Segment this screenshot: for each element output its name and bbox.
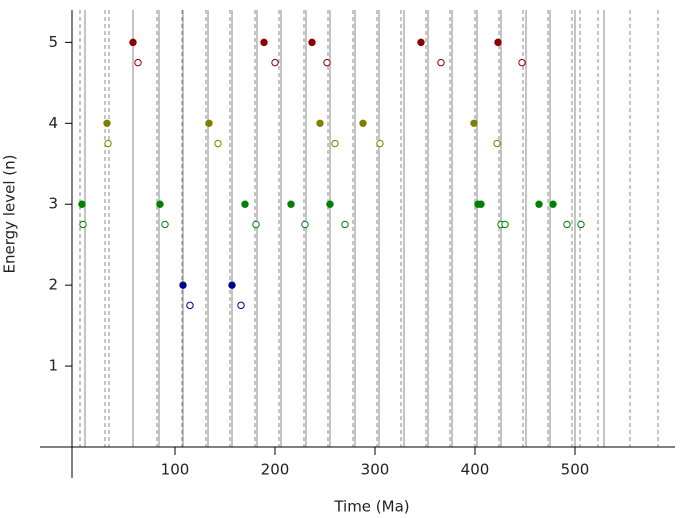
- point-filled: [470, 119, 478, 127]
- point-filled: [129, 38, 137, 47]
- point-open: [323, 58, 331, 67]
- y-tick-label: 2: [48, 276, 58, 294]
- point-open: [104, 139, 112, 148]
- y-tick-label: 1: [48, 357, 58, 375]
- x-tick-label: 100: [161, 461, 190, 479]
- point-open: [501, 220, 509, 229]
- point-open: [252, 220, 260, 229]
- point-open: [563, 220, 571, 229]
- point-filled: [78, 200, 86, 208]
- point-filled: [156, 200, 164, 208]
- point-open: [518, 58, 526, 67]
- point-open: [237, 301, 245, 310]
- y-tick-label: 3: [48, 195, 58, 213]
- point-filled: [308, 38, 316, 47]
- point-open: [79, 220, 87, 229]
- point-filled: [228, 281, 236, 289]
- point-open: [493, 139, 501, 148]
- point-open: [271, 58, 279, 67]
- point-filled: [205, 119, 213, 127]
- point-filled: [287, 200, 295, 208]
- point-filled: [260, 38, 268, 47]
- point-filled: [326, 200, 334, 208]
- point-open: [301, 220, 309, 229]
- y-tick-label: 5: [48, 33, 58, 51]
- point-filled: [494, 38, 502, 47]
- x-tick-label: 200: [261, 461, 290, 479]
- point-filled: [535, 200, 543, 208]
- point-open: [437, 58, 445, 67]
- y-axis-title: Energy level (n): [1, 155, 19, 274]
- point-filled: [549, 200, 557, 208]
- point-filled: [241, 200, 249, 208]
- point-filled: [316, 119, 324, 127]
- point-filled: [103, 119, 111, 127]
- x-tick-label: 500: [561, 461, 590, 479]
- point-open: [331, 139, 339, 148]
- point-filled: [477, 200, 485, 208]
- x-axis-title: Time (Ma): [333, 498, 409, 516]
- x-tick-label: 400: [461, 461, 490, 479]
- point-open: [161, 220, 169, 229]
- y-tick-label: 4: [48, 114, 58, 132]
- point-open: [577, 220, 585, 229]
- point-filled: [417, 38, 425, 47]
- point-open: [134, 58, 142, 67]
- point-open: [376, 139, 384, 148]
- point-filled: [179, 281, 187, 289]
- point-open: [214, 139, 222, 148]
- point-open: [186, 301, 194, 310]
- point-filled: [359, 119, 367, 127]
- x-tick-label: 300: [361, 461, 390, 479]
- point-open: [341, 220, 349, 229]
